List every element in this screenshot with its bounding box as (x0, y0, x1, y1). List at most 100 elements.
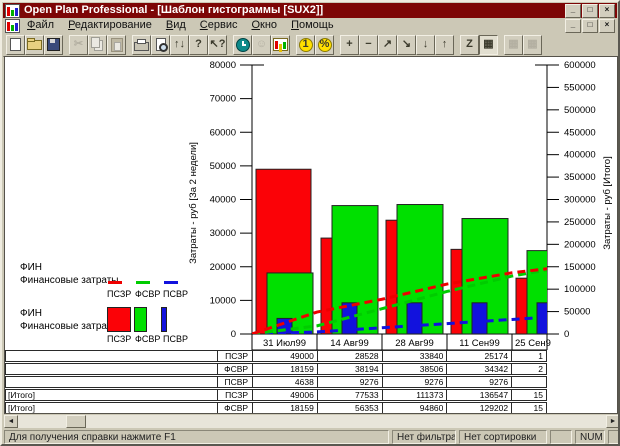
left-axis-tick: 20000 (210, 262, 236, 273)
minimize-icon[interactable]: _ (565, 3, 581, 18)
promote-icon: ↗ (382, 38, 393, 50)
histogram-view-pane: ФИН Финансовые затраты ПСЗР ФСВР ПСВР ФИН … (4, 56, 618, 414)
x-axis-label: 14 Авг99 (330, 338, 369, 349)
table-cell-group (5, 350, 219, 362)
move-down-button[interactable]: ↓ (416, 34, 435, 55)
table-cell-value: 33840 (381, 350, 448, 362)
cumulative-line-ПСВР [Итого] (252, 315, 547, 334)
table-cell-value: 34342 (446, 363, 513, 375)
move-up-button[interactable]: ↑ (435, 34, 454, 55)
legend-line-subtitle: Финансовые затраты (20, 275, 119, 286)
scroll-left-icon[interactable]: ◄ (4, 415, 18, 428)
table-cell-value: 94860 (381, 402, 448, 413)
toolbar: ✂ ↑↓? ↖? ☺ 1% + − ↗ ↘ ↓ ↑ Z ▦ ▦ ▦ (3, 33, 617, 57)
right-axis-tick: 550000 (564, 82, 596, 93)
remove-button[interactable]: − (359, 34, 378, 55)
scroll-thumb[interactable] (66, 415, 86, 428)
menu-item-4[interactable]: Сервис (199, 19, 238, 31)
help-button[interactable]: ? (189, 34, 208, 55)
cumulative-line-ФСВР [Итого] (252, 268, 547, 334)
table-view-button[interactable]: ▦ (479, 34, 498, 55)
percent-view-button[interactable]: % (315, 34, 334, 55)
context-help-button[interactable]: ↖? (208, 34, 227, 55)
table-cell-group: [Итого] (5, 402, 219, 413)
mdi-minimize-icon[interactable]: _ (565, 18, 581, 33)
histogram-view-button[interactable] (271, 34, 290, 55)
resource-view-icon: ☺ (255, 38, 268, 50)
histogram-chart: 0 10000 20000 30000 40000 50000 60000 70000 8000… (188, 60, 613, 351)
move-up-icon: ↑ (441, 38, 448, 50)
legend-bar-swatch (161, 307, 167, 332)
sort-button[interactable]: ↑↓ (170, 34, 189, 55)
open-button[interactable] (25, 34, 44, 55)
mdi-close-icon[interactable]: × (599, 18, 615, 33)
legend-line-label: ПСВР (163, 289, 188, 299)
left-axis-tick: 70000 (210, 94, 236, 105)
menu-item-3[interactable]: Вид (165, 19, 186, 31)
left-axis-tick: 60000 (210, 127, 236, 138)
table-cell-value: 9276 (381, 376, 448, 388)
histogram-view-icon (273, 38, 288, 51)
new-button[interactable] (6, 34, 25, 55)
table-cell-value (511, 376, 548, 388)
table-cell-resource: ПСЗР (217, 389, 254, 401)
legend-line-labels: ПСЗР ФСВР ПСВР (107, 289, 191, 299)
table-cell-value: 136547 (446, 389, 513, 401)
right-axis-tick: 150000 (564, 262, 596, 273)
right-axis-tick: 600000 (564, 60, 596, 71)
copy-button (88, 34, 107, 55)
cut-button: ✂ (69, 34, 88, 55)
promote-button[interactable]: ↗ (378, 34, 397, 55)
menu-item-2[interactable]: Редактирование (68, 19, 152, 31)
status-panel-4: NUM (575, 430, 605, 444)
print-button[interactable] (132, 34, 151, 55)
x-axis-label: 28 Авг99 (395, 338, 434, 349)
cost-view-button[interactable]: 1 (296, 34, 315, 55)
left-axis-tick: 30000 (210, 228, 236, 239)
legend-line-swatch (164, 281, 178, 284)
print-preview-button[interactable] (151, 34, 170, 55)
right-axis-tick: 300000 (564, 195, 596, 206)
left-axis-tick: 10000 (210, 295, 236, 306)
right-axis-tick: 400000 (564, 150, 596, 161)
left-axis-tick: 0 (231, 329, 236, 340)
scroll-right-icon[interactable]: ► (606, 415, 618, 428)
view-extra-2-icon: ▦ (527, 38, 538, 50)
close-icon[interactable]: × (599, 3, 615, 18)
table-cell-value: 49000 (252, 350, 318, 362)
mdi-restore-icon[interactable]: □ (582, 18, 598, 33)
restore-icon[interactable]: □ (582, 3, 598, 18)
right-axis-tick: 500000 (564, 105, 596, 116)
horizontal-scrollbar[interactable]: ◄ ► (4, 415, 618, 428)
table-cell-value: 49006 (252, 389, 318, 401)
legend-line-label: ФСВР (135, 289, 161, 299)
table-cell-value: 9276 (446, 376, 513, 388)
table-cell-value: 56353 (316, 402, 383, 413)
left-axis-tick: 80000 (210, 60, 236, 71)
save-icon (47, 38, 60, 51)
open-icon (27, 37, 42, 50)
cost-view-icon: 1 (298, 37, 313, 52)
zoom-button[interactable]: Z (460, 34, 479, 55)
zoom-icon: Z (466, 38, 473, 50)
status-panel-5 (608, 430, 618, 444)
save-button[interactable] (44, 34, 63, 55)
menu-item-5[interactable]: Окно (251, 19, 278, 31)
demote-button[interactable]: ↘ (397, 34, 416, 55)
right-axis-tick: 0 (564, 329, 569, 340)
legend-line-swatch (136, 281, 150, 284)
left-axis-tick: 40000 (210, 195, 236, 206)
legend-bar-swatch (134, 307, 147, 332)
table-cell-value: 4638 (252, 376, 318, 388)
table-cell-group (5, 376, 219, 388)
menu-item-6[interactable]: Помощь (291, 19, 334, 31)
table-cell-group: [Итого] (5, 389, 219, 401)
help-icon: ? (195, 38, 202, 50)
time-view-button[interactable] (233, 34, 252, 55)
table-cell-value: 38506 (381, 363, 448, 375)
move-down-icon: ↓ (422, 38, 429, 50)
table-cell-value: 25174 (446, 350, 513, 362)
view-extra-2-button: ▦ (523, 34, 542, 55)
add-button[interactable]: + (340, 34, 359, 55)
menu-item-1[interactable]: Файл (27, 19, 55, 31)
